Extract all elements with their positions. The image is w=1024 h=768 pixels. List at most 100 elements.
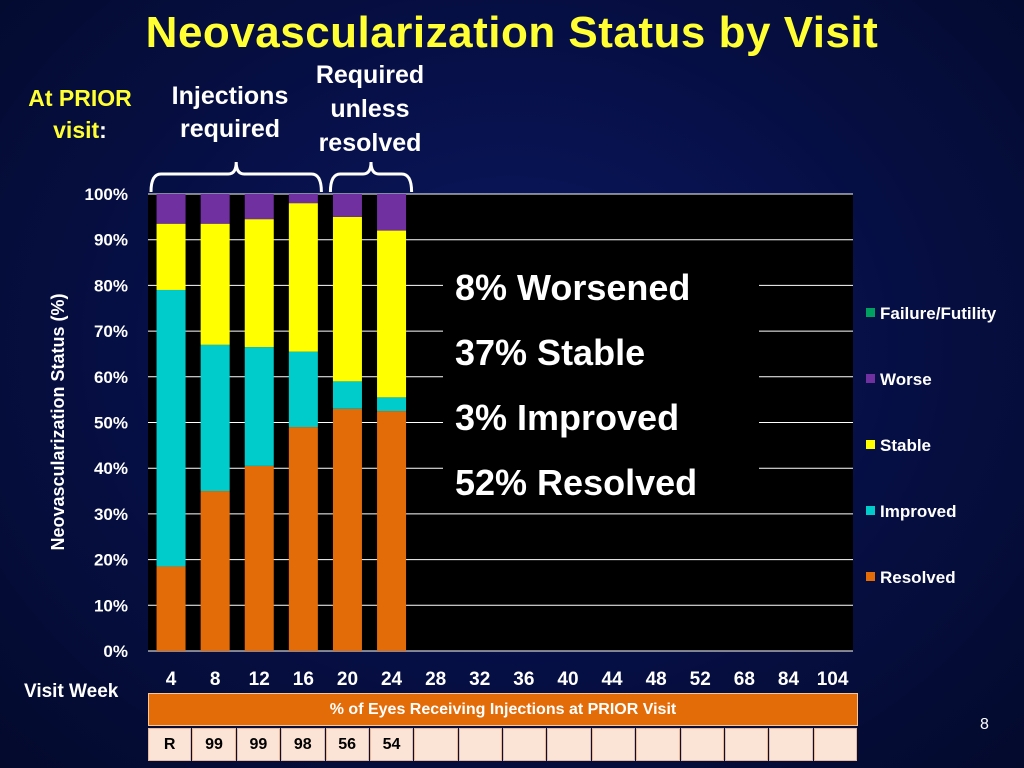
legend-swatch bbox=[866, 308, 875, 318]
required-line1: Required bbox=[315, 61, 425, 89]
injection-cell: 54 bbox=[369, 728, 414, 761]
x-tick-label: 36 bbox=[513, 669, 534, 690]
x-axis-label: Visit Week bbox=[24, 681, 119, 702]
y-tick-label: 100% bbox=[85, 185, 128, 204]
injection-row-label: R bbox=[148, 728, 192, 761]
y-tick-label: 80% bbox=[94, 276, 128, 295]
y-tick-label: 20% bbox=[94, 551, 128, 570]
bar-segment-stable bbox=[200, 223, 230, 345]
injection-cell bbox=[636, 728, 680, 761]
legend-label: Worse bbox=[880, 370, 932, 389]
bar-segment-worse bbox=[377, 194, 407, 231]
bar-segment-worse bbox=[156, 194, 186, 224]
annotation-text: 37% Stable bbox=[455, 332, 645, 373]
y-axis-label: Neovascularization Status (%) bbox=[48, 293, 68, 551]
bar-segment-improved bbox=[377, 397, 407, 412]
legend-item: Failure/Futility bbox=[866, 304, 996, 324]
slide-title: Neovascularization Status by Visit bbox=[145, 8, 879, 57]
bar-segment-worse bbox=[332, 194, 362, 217]
bar-segment-resolved bbox=[288, 427, 318, 651]
annotation-text: 3% Improved bbox=[455, 397, 679, 438]
legend-label: Improved bbox=[880, 502, 957, 521]
prior-visit-label: At PRIOR visit: bbox=[10, 82, 150, 146]
legend-item: Resolved bbox=[866, 568, 956, 588]
legend-swatch bbox=[866, 374, 875, 384]
x-tick-label: 44 bbox=[601, 669, 623, 690]
bar-segment-stable bbox=[156, 223, 186, 290]
legend-label: Failure/Futility bbox=[880, 304, 997, 323]
bar-segment-worse bbox=[244, 194, 274, 220]
brackets bbox=[149, 161, 414, 193]
injection-cell bbox=[547, 728, 591, 761]
y-tick-label: 30% bbox=[94, 505, 128, 524]
legend-swatch bbox=[866, 440, 875, 450]
required-unless-resolved-label: Required unless resolved bbox=[305, 58, 435, 160]
legend-swatch bbox=[866, 572, 875, 582]
x-tick-label: 16 bbox=[293, 669, 314, 690]
y-tick-labels: 0% 10% 20% 30% 40% 50% 60% 70% 80% 90% 100% bbox=[85, 185, 128, 661]
bar-segment-resolved bbox=[156, 566, 186, 651]
bar-segment-improved bbox=[244, 347, 274, 466]
bar-stacks bbox=[156, 194, 407, 651]
x-tick-label: 8 bbox=[210, 669, 221, 690]
bar-segment-worse bbox=[288, 194, 318, 204]
bar-segment-improved bbox=[200, 344, 230, 492]
injection-cell: 98 bbox=[281, 728, 325, 761]
bar-segment-stable bbox=[288, 203, 318, 352]
x-tick-label: 104 bbox=[817, 669, 849, 690]
injection-cell: 56 bbox=[325, 728, 369, 761]
legend-item: Stable bbox=[866, 436, 931, 456]
injections-line2: required bbox=[179, 115, 281, 143]
injection-cell bbox=[769, 728, 813, 761]
y-tick-label: 90% bbox=[94, 231, 128, 250]
injection-cell bbox=[813, 728, 857, 761]
legend-item: Improved bbox=[866, 502, 957, 522]
injection-cell bbox=[458, 728, 502, 761]
injection-cell: 99 bbox=[192, 728, 236, 761]
bar-segment-resolved bbox=[377, 411, 407, 651]
slide-number: 8 bbox=[980, 716, 989, 733]
injections-required-label: Injections required bbox=[150, 80, 310, 146]
y-tick-label: 60% bbox=[94, 368, 128, 387]
annotation-box bbox=[443, 258, 759, 510]
y-tick-label: 10% bbox=[94, 596, 128, 615]
injections-line1: Injections bbox=[171, 82, 289, 110]
x-tick-labels: 4 8 12 16 20 24 28 32 36 40 44 48 52 68 84 104 bbox=[166, 669, 849, 690]
injection-table: % of Eyes Receiving Injections at PRIOR … bbox=[148, 693, 858, 761]
legend-label: Resolved bbox=[880, 568, 956, 587]
bar-segment-resolved bbox=[244, 465, 274, 651]
x-tick-label: 12 bbox=[249, 669, 270, 690]
legend-label: Stable bbox=[880, 436, 932, 455]
injection-table-header: % of Eyes Receiving Injections at PRIOR … bbox=[148, 693, 858, 726]
brace-required-unless-resolved bbox=[328, 161, 414, 193]
injection-cell bbox=[503, 728, 547, 761]
x-tick-label: 32 bbox=[469, 669, 490, 690]
injection-cell: 99 bbox=[236, 728, 281, 761]
prior-visit-line2: visit bbox=[53, 117, 100, 143]
y-tick-label: 0% bbox=[103, 642, 128, 661]
bar-segment-improved bbox=[156, 289, 186, 567]
bar-segment-worse bbox=[200, 194, 230, 224]
y-tick-label: 70% bbox=[94, 322, 128, 341]
bar-segment-improved bbox=[332, 381, 362, 409]
prior-visit-line2-wrap: visit: bbox=[10, 114, 150, 146]
bar-segment-stable bbox=[377, 230, 407, 398]
y-tick-label: 50% bbox=[94, 414, 128, 433]
x-tick-label: 24 bbox=[381, 669, 403, 690]
bar-segment-stable bbox=[244, 219, 274, 348]
x-tick-label: 52 bbox=[690, 669, 711, 690]
annotation-text: 52% Resolved bbox=[455, 462, 697, 503]
brace-injections-required bbox=[149, 161, 323, 193]
prior-visit-line1: At PRIOR bbox=[28, 85, 132, 111]
bar-segment-resolved bbox=[332, 408, 362, 651]
x-tick-label: 84 bbox=[778, 669, 800, 690]
x-tick-label: 68 bbox=[734, 669, 755, 690]
injection-cell bbox=[591, 728, 636, 761]
bar-segment-improved bbox=[288, 351, 318, 428]
x-tick-label: 40 bbox=[557, 669, 578, 690]
bar-segment-stable bbox=[332, 216, 362, 382]
injection-table-row: R 99 99 98 56 54 bbox=[148, 728, 858, 761]
legend-swatch bbox=[866, 506, 875, 516]
prior-visit-colon: : bbox=[99, 117, 107, 143]
